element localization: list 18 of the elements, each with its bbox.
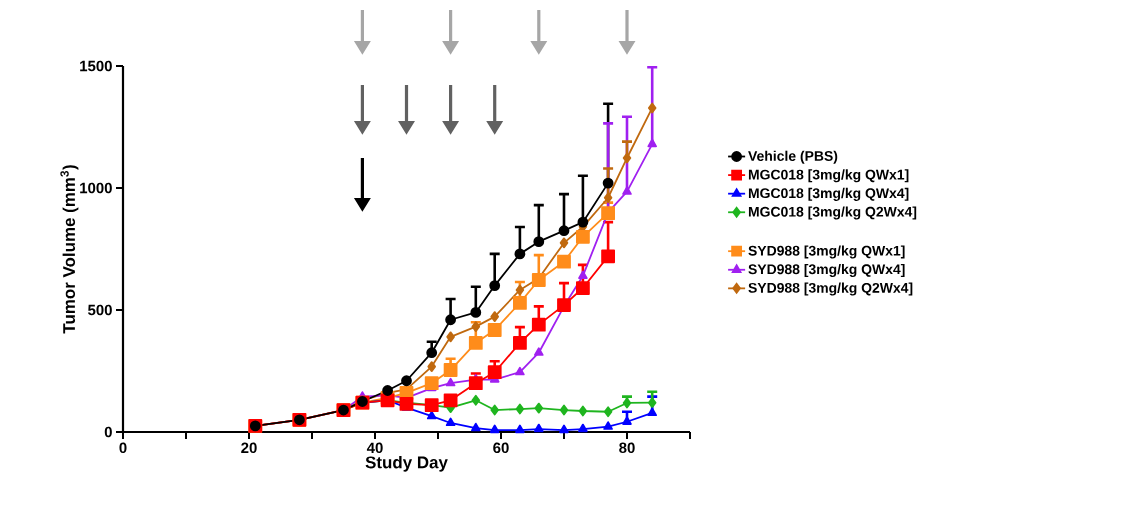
x-tick-label: 0 (119, 442, 127, 454)
legend-label: MGC018 [3mg/kg Q2Wx4] (748, 206, 917, 220)
legend-label: SYD988 [3mg/kg QWx1] (748, 245, 905, 259)
x-axis-title: Study Day (365, 455, 448, 472)
x-tick-label: 20 (241, 442, 257, 454)
x-tick-label: 60 (493, 442, 509, 454)
legend-label: MGC018 [3mg/kg QWx1] (748, 169, 909, 183)
y-tick-label: 1000 (80, 182, 112, 194)
legend-label: SYD988 [3mg/kg Q2Wx4] (748, 282, 913, 296)
y-tick-label: 1500 (80, 60, 112, 72)
legend-label: SYD988 [3mg/kg QWx4] (748, 263, 905, 278)
legend-label: MGC018 [3mg/kg QWx4] (748, 187, 909, 201)
y-tick-label: 500 (88, 304, 112, 316)
y-tick-label: 0 (104, 426, 112, 438)
y-axis-title: Tumor Volume (mm$^{3}$) (60, 165, 79, 334)
x-tick-label: 40 (366, 442, 383, 454)
legend-label: Vehicle (PBS) (748, 150, 838, 164)
x-tick-label: 80 (619, 442, 635, 454)
